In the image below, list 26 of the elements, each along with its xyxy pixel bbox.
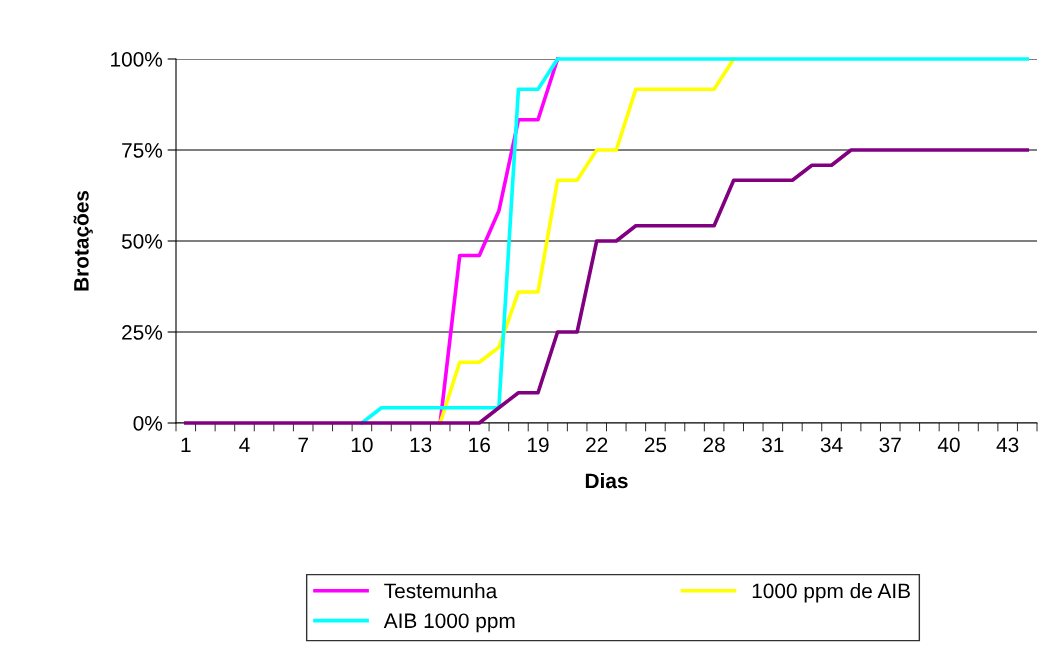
x-tick-label: 4	[239, 437, 250, 452]
x-tick-label: 37	[879, 437, 901, 453]
x-tick-label: 43	[996, 437, 1019, 453]
line-series	[183, 148, 1030, 425]
legend-label: Testemunha	[384, 582, 498, 599]
y-tick-label: 100%	[111, 52, 163, 67]
x-tick-label: 34	[820, 437, 843, 453]
x-tick-label: 25	[644, 437, 667, 453]
y-tick-label: 75%	[122, 143, 163, 158]
x-tick-label: 10	[351, 437, 373, 453]
x-tick-label: 40	[937, 437, 960, 453]
y-tick-label: 0%	[133, 416, 163, 431]
legend-label: 1000 ppm de AIB	[752, 582, 910, 603]
legend-label: AIB 1000 ppm	[383, 613, 515, 633]
x-tick-label: 1	[181, 437, 191, 452]
y-tick-label: 50%	[121, 234, 163, 249]
x-axis-title: Dias	[585, 472, 628, 489]
y-axis-title: Brotações	[73, 190, 93, 291]
x-tick-label: 16	[469, 437, 490, 453]
x-tick-label: 31	[762, 437, 784, 453]
x-tick-label: 28	[703, 437, 725, 453]
x-tick-label: 22	[586, 437, 608, 452]
x-tick-label: 13	[410, 437, 432, 453]
x-tick-label: 7	[298, 437, 308, 452]
x-tick-label: 19	[528, 437, 549, 453]
y-tick-label: 25%	[122, 325, 163, 340]
